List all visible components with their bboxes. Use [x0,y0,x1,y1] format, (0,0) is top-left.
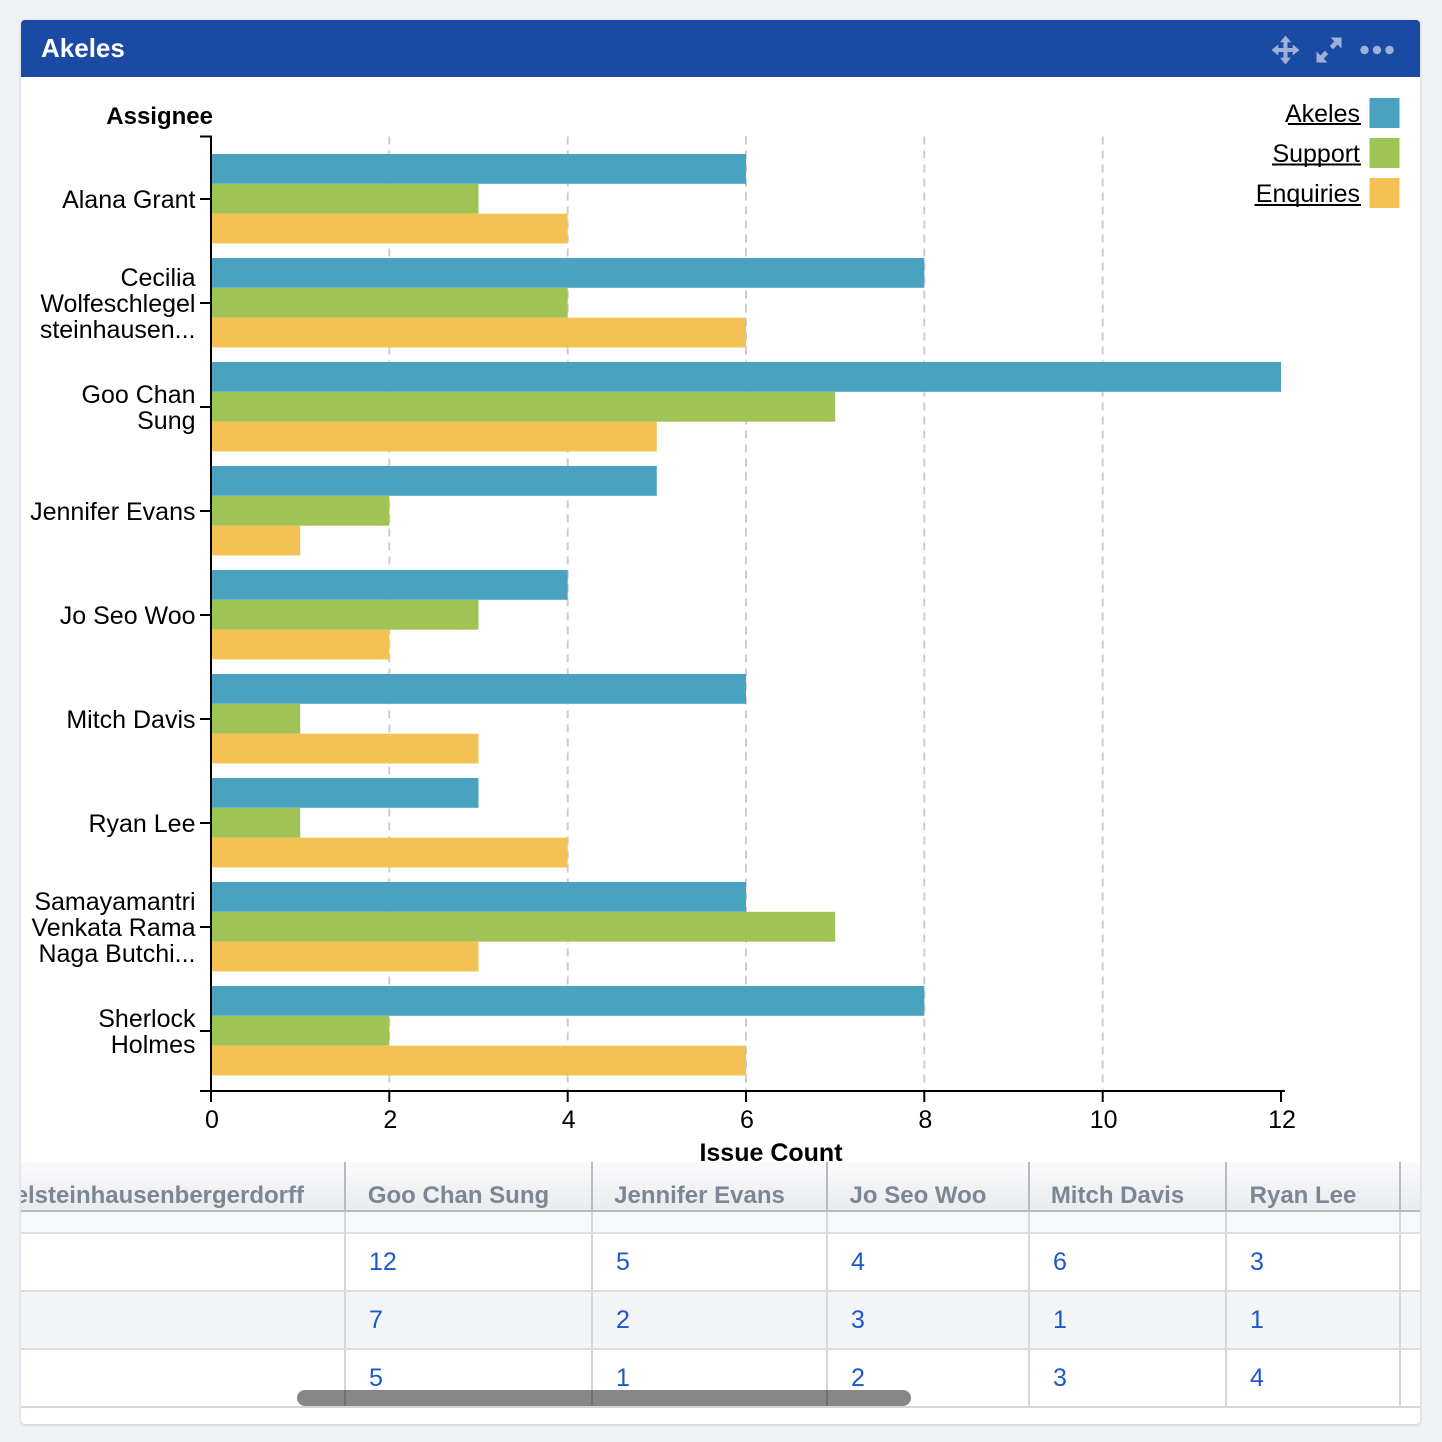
svg-text:4: 4 [562,1106,576,1134]
svg-text:12: 12 [1268,1106,1296,1134]
svg-text:6: 6 [740,1106,754,1134]
svg-text:Samayamantri: Samayamantri [34,888,195,916]
svg-text:Alana Grant: Alana Grant [62,186,195,214]
svg-text:2: 2 [383,1106,397,1134]
svg-text:8: 8 [918,1106,932,1134]
svg-text:Wolfeschlegel: Wolfeschlegel [40,290,195,318]
svg-text:Issue Count: Issue Count [699,1139,843,1162]
svg-text:Enquiries: Enquiries [1256,180,1360,208]
svg-text:Venkata Rama: Venkata Rama [32,914,196,942]
svg-text:steinhausen...: steinhausen... [40,316,196,344]
svg-text:Sherlock: Sherlock [98,1005,196,1033]
svg-text:Sung: Sung [137,407,195,435]
svg-text:Goo Chan: Goo Chan [82,381,196,409]
svg-text:Cecilia: Cecilia [120,264,195,292]
svg-text:Jo Seo Woo: Jo Seo Woo [60,602,196,630]
svg-text:0: 0 [205,1106,219,1134]
svg-text:Support: Support [1272,140,1360,168]
svg-text:Naga Butchi...: Naga Butchi... [38,940,195,968]
svg-text:10: 10 [1090,1106,1118,1134]
svg-text:Jennifer Evans: Jennifer Evans [30,498,195,526]
svg-text:Ryan Lee: Ryan Lee [88,810,195,838]
svg-text:Mitch Davis: Mitch Davis [66,706,195,734]
svg-text:Assignee: Assignee [106,103,213,130]
svg-text:Holmes: Holmes [111,1031,196,1059]
